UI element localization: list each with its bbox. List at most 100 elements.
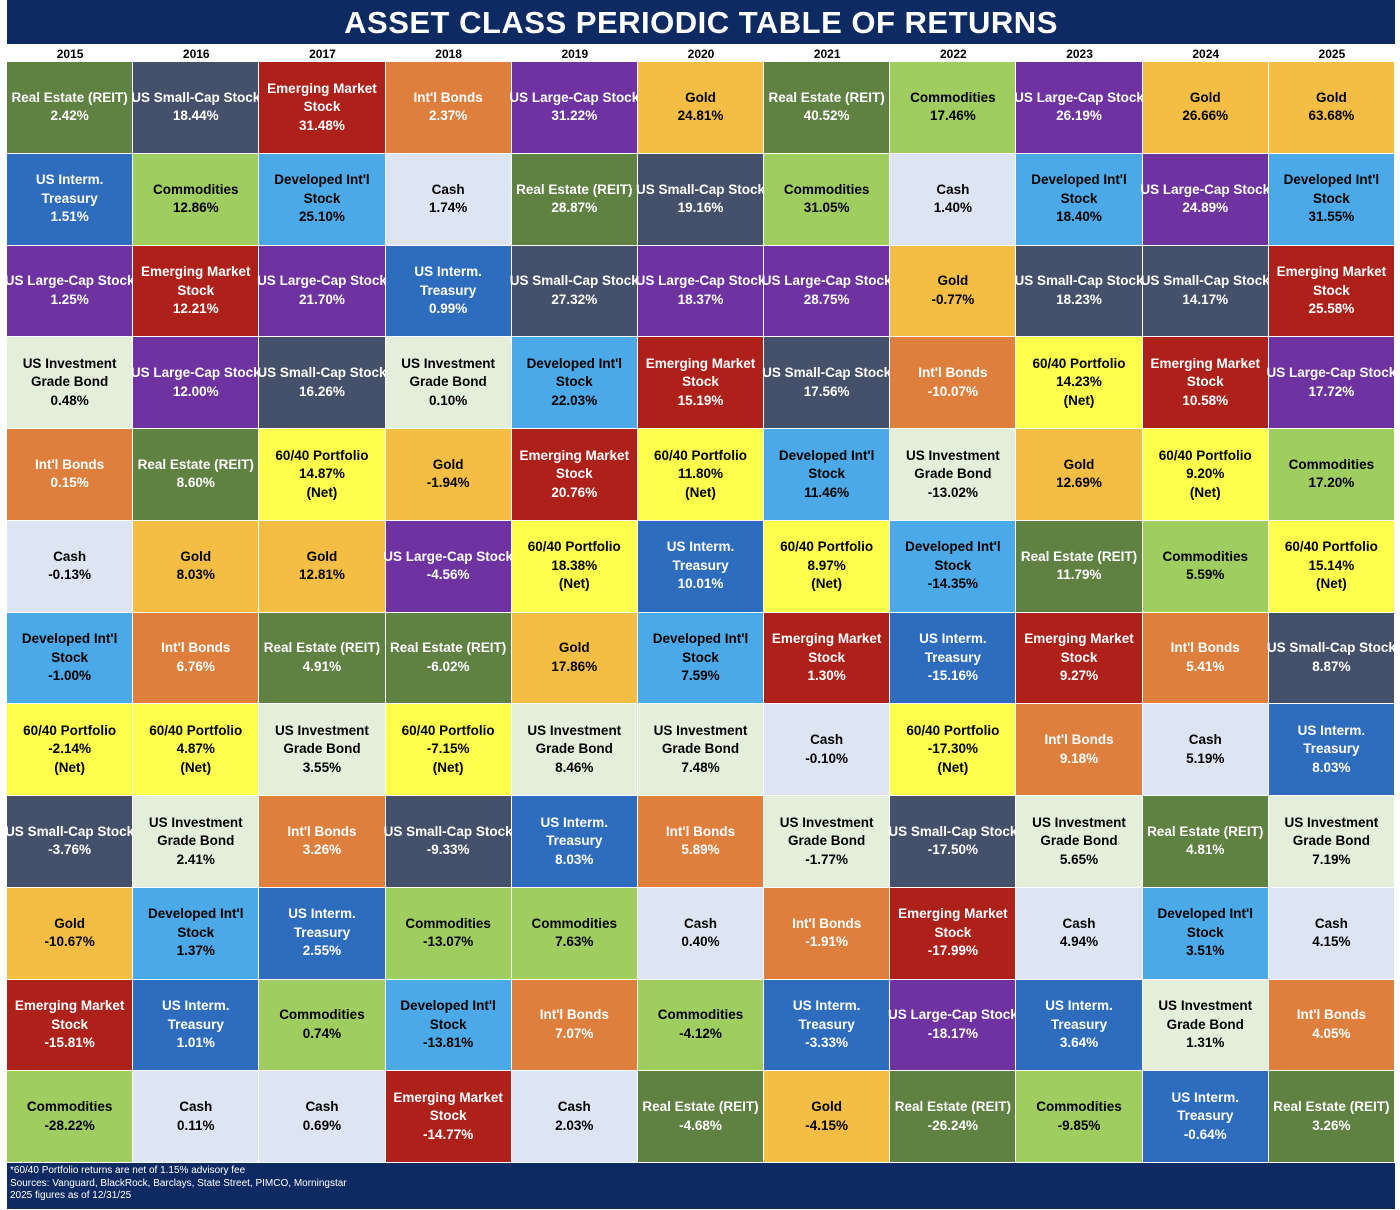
cell-2023-us-small-cap-stock: US Small-Cap StockUS Small-Cap Stock18.2… [1015, 245, 1144, 338]
asset-label-line: US Interm. [792, 998, 861, 1014]
cell-2019-us-large-cap-stock: US Large-Cap StockUS Large-Cap Stock31.2… [509, 62, 639, 154]
asset-label-line: Cash [53, 548, 87, 564]
asset-label-line: Cash [936, 181, 970, 197]
asset-label-line: Emerging Market [393, 1089, 503, 1105]
return-value: -6.02% [426, 658, 470, 674]
cell-2019-emerging-market-stock: Emerging Market StockEmerging MarketStoc… [511, 429, 638, 521]
cell-2020-emerging-market-stock: Emerging Market StockEmerging MarketStoc… [637, 337, 765, 429]
asset-label-line: Emerging Market [14, 998, 125, 1014]
asset-label-line: US Investment [779, 814, 874, 830]
asset-label-line: Commodities [1036, 1099, 1122, 1115]
asset-label-line: US Small-Cap Stock [509, 273, 639, 289]
return-value: -1.77% [805, 851, 849, 867]
cell-2018-commodities: CommoditiesCommodities-13.07% [385, 887, 512, 980]
asset-label-line: Cash [810, 732, 844, 748]
return-value: -14.77% [422, 1126, 474, 1142]
cell-2021-real-estate-reit: Real Estate (REIT)Real Estate (REIT)40.5… [764, 62, 891, 154]
cell-2024-gold: GoldGold26.66% [1142, 62, 1269, 154]
asset-label-line: US Large-Cap Stock [383, 548, 514, 564]
return-value: -4.15% [805, 1117, 849, 1133]
asset-label-line: Treasury [419, 282, 477, 298]
return-value: 2.41% [176, 851, 215, 867]
asset-label-line: Cash [431, 181, 465, 197]
cell-2025-us-investment-grade-bond: US Investment Grade BondUS InvestmentGra… [1268, 796, 1395, 888]
asset-label-line: Grade Bond [157, 833, 235, 849]
cell-2022-gold: GoldGold-0.77% [890, 245, 1017, 338]
cell-2025-cash: CashCash4.15% [1268, 887, 1395, 980]
asset-label-line: US Investment [1032, 814, 1126, 830]
asset-label-line: 60/40 Portfolio [527, 539, 621, 555]
asset-label-line: Treasury [1050, 1016, 1108, 1032]
cell-2022-developed-int-l-stock: Developed Int'l StockDeveloped Int'lStoc… [890, 520, 1017, 613]
asset-label-line: Stock [51, 649, 88, 665]
asset-label-line: Gold [1189, 89, 1221, 105]
cell-2019-cash: CashCash2.03% [511, 1071, 638, 1163]
return-value: 22.03% [551, 392, 598, 408]
asset-label-line: Stock [429, 1108, 467, 1124]
asset-label-line: Treasury [546, 833, 603, 849]
return-value: 6.76% [176, 658, 215, 674]
cell-2023-us-large-cap-stock: US Large-Cap StockUS Large-Cap Stock26.1… [1014, 62, 1144, 154]
asset-label-line: US Small-Cap Stock [635, 181, 766, 197]
asset-label-line: Emerging Market [898, 906, 1008, 922]
cell-2016-us-interm-treasury: US Interm. TreasuryUS Interm.Treasury1.0… [133, 979, 260, 1072]
asset-label-line: Int'l Bonds [1296, 1007, 1366, 1023]
footer-note-fee: *60/40 Portfolio returns are net of 1.15… [10, 1165, 246, 1176]
return-value: -1.00% [48, 668, 91, 684]
asset-label-line: 60/40 Portfolio [275, 447, 369, 463]
cell-2016-us-investment-grade-bond: US Investment Grade BondUS InvestmentGra… [133, 796, 260, 888]
return-value: -17.50% [927, 842, 978, 858]
return-value: 5.59% [1186, 567, 1225, 583]
asset-label-line: Commodities [1162, 548, 1248, 564]
asset-label-line: Stock [1060, 190, 1098, 206]
asset-label-line: Cash [683, 915, 717, 931]
asset-label-line: Int'l Bonds [34, 456, 105, 472]
cell-2020-60-40-portfolio: 60/40 Portfolio60/40 Portfolio11.80%(Net… [637, 429, 765, 521]
net-note: (Net) [1316, 576, 1347, 592]
cell-2016-gold: GoldGold8.03% [133, 520, 260, 613]
asset-label-line: Int'l Bonds [1170, 640, 1240, 656]
return-value: -7.15% [426, 741, 470, 757]
return-value: -4.12% [679, 1025, 722, 1041]
asset-label-line: Grade Bond [283, 741, 361, 757]
asset-label-line: Grade Bond [661, 741, 740, 757]
cell-2023-emerging-market-stock: Emerging Market StockEmerging MarketStoc… [1016, 612, 1143, 705]
cell-2021-int-l-bonds: Int'l BondsInt'l Bonds-1.91% [764, 887, 891, 980]
cell-2025-real-estate-reit: Real Estate (REIT)Real Estate (REIT)3.26… [1268, 1071, 1395, 1163]
footer-note-asof: 2025 figures as of 12/31/25 [10, 1190, 132, 1201]
return-value: 10.01% [677, 576, 724, 592]
return-value: 15.14% [1308, 557, 1355, 573]
return-value: 25.10% [299, 209, 345, 225]
asset-label-line: US Small-Cap Stock [131, 89, 261, 105]
asset-label-line: Real Estate (REIT) [642, 1099, 759, 1115]
asset-label-line: 60/40 Portfolio [780, 539, 874, 555]
return-value: 1.74% [428, 200, 468, 216]
cell-2019-real-estate-reit: Real Estate (REIT)Real Estate (REIT)28.8… [511, 153, 638, 246]
cell-2018-60-40-portfolio: 60/40 Portfolio60/40 Portfolio-7.15%(Net… [385, 704, 512, 796]
return-value: -3.33% [805, 1035, 849, 1051]
return-value: 28.87% [551, 200, 598, 216]
return-value: -15.81% [44, 1035, 95, 1051]
asset-label-line: Developed Int'l [905, 539, 1001, 555]
asset-label-line: US Interm. [540, 814, 609, 830]
return-value: 26.19% [1056, 108, 1102, 124]
return-value: -9.85% [1057, 1117, 1101, 1133]
asset-label-line: Real Estate (REIT) [1273, 1099, 1390, 1115]
return-value: 31.22% [551, 108, 598, 124]
return-value: 5.89% [681, 842, 720, 858]
cell-2015-60-40-portfolio: 60/40 Portfolio60/40 Portfolio-2.14%(Net… [7, 704, 134, 796]
asset-label-line: Commodities [153, 181, 239, 197]
asset-label-line: Developed Int'l [1157, 906, 1253, 922]
return-value: 1.31% [1186, 1035, 1225, 1051]
return-value: 0.11% [176, 1117, 215, 1133]
return-value: 18.23% [1056, 291, 1102, 307]
return-value: 24.81% [677, 108, 724, 124]
asset-label-line: Commodities [1288, 456, 1375, 472]
return-value: 7.48% [681, 759, 720, 775]
